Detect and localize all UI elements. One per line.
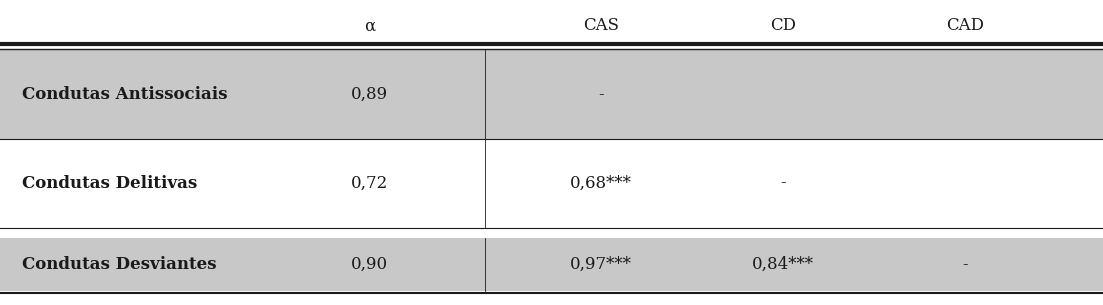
- Text: 0,72: 0,72: [351, 174, 388, 192]
- Text: Condutas Delitivas: Condutas Delitivas: [22, 174, 197, 192]
- Text: CAD: CAD: [946, 17, 984, 34]
- Text: Condutas Desviantes: Condutas Desviantes: [22, 256, 216, 273]
- Text: -: -: [598, 86, 604, 103]
- Text: 0,84***: 0,84***: [752, 256, 814, 273]
- FancyBboxPatch shape: [0, 238, 1103, 291]
- FancyBboxPatch shape: [0, 50, 1103, 139]
- Text: 0,97***: 0,97***: [570, 256, 632, 273]
- Text: CD: CD: [770, 17, 796, 34]
- Text: 0,89: 0,89: [351, 86, 388, 103]
- Text: -: -: [962, 256, 968, 273]
- Text: α: α: [364, 17, 375, 34]
- Text: 0,90: 0,90: [351, 256, 388, 273]
- Text: CAS: CAS: [583, 17, 619, 34]
- Text: Condutas Antissociais: Condutas Antissociais: [22, 86, 227, 103]
- Text: -: -: [780, 174, 786, 192]
- Text: 0,68***: 0,68***: [570, 174, 632, 192]
- FancyBboxPatch shape: [0, 139, 1103, 227]
